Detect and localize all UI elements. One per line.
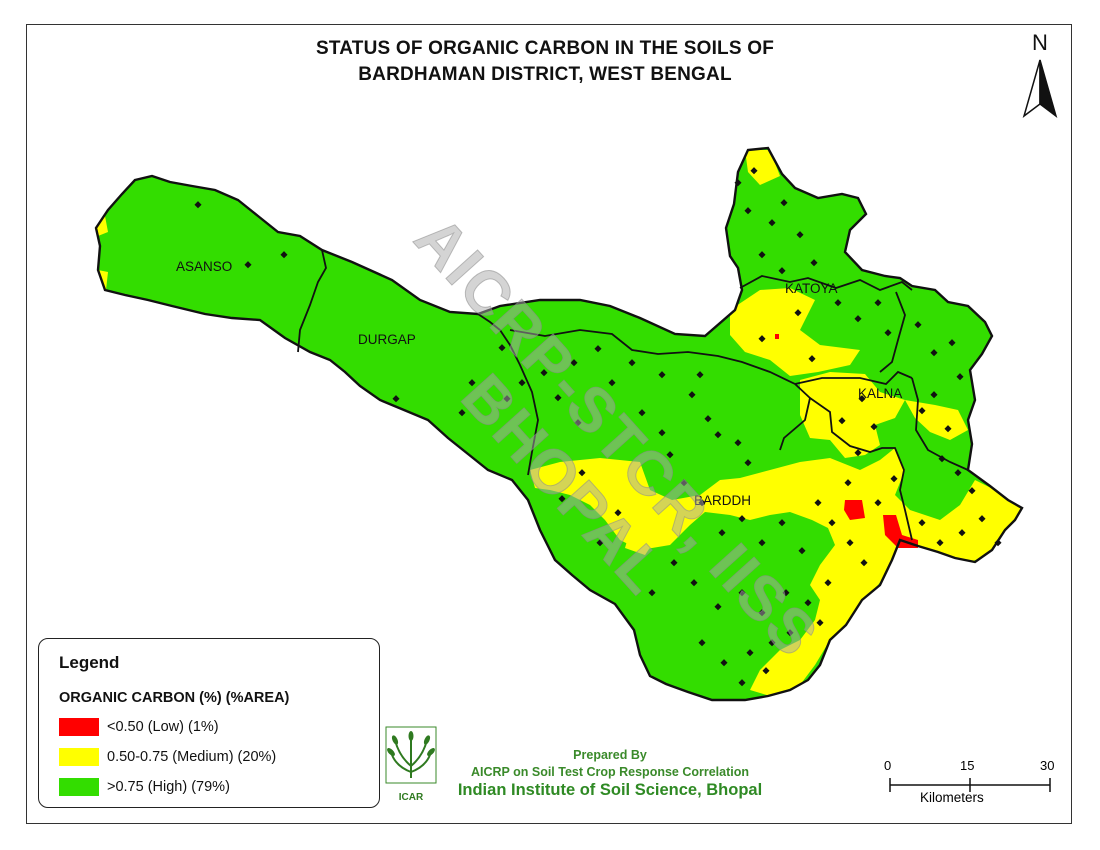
credit-institute: Indian Institute of Soil Science, Bhopal bbox=[457, 781, 763, 799]
legend-subtitle: ORGANIC CARBON (%) (%AREA) bbox=[59, 690, 290, 706]
north-arrow-icon: N bbox=[1016, 30, 1064, 120]
district-label-barddh: BARDDH bbox=[694, 493, 751, 508]
scale-tick-0: 0 bbox=[884, 758, 892, 773]
icar-logo-icon: ICAR bbox=[385, 726, 437, 808]
low-carbon-zones bbox=[775, 334, 918, 548]
legend-swatch-high bbox=[59, 778, 99, 796]
medium-carbon-zones bbox=[96, 150, 1022, 696]
legend-item-low: <0.50 (Low) (1%) bbox=[59, 717, 219, 737]
district-label-kalna: KALNA bbox=[858, 386, 902, 401]
map-frame bbox=[26, 24, 1072, 824]
legend-label-low: <0.50 (Low) (1%) bbox=[107, 719, 219, 735]
scale-bar: 0 15 30 Kilometers bbox=[880, 756, 1060, 816]
scale-unit: Kilometers bbox=[920, 790, 984, 805]
district-label-durgap: DURGAP bbox=[358, 332, 416, 347]
map-title-line-1: STATUS OF ORGANIC CARBON IN THE SOILS OF bbox=[315, 38, 775, 59]
legend-swatch-medium bbox=[59, 748, 99, 766]
north-label: N bbox=[1032, 30, 1048, 55]
credit-block: Prepared By AICRP on Soil Test Crop Resp… bbox=[440, 748, 780, 800]
legend-label-medium: 0.50-0.75 (Medium) (20%) bbox=[107, 749, 277, 765]
legend-label-high: >0.75 (High) (79%) bbox=[107, 779, 230, 795]
icar-logo-text: ICAR bbox=[398, 792, 424, 803]
scale-tick-30: 30 bbox=[1040, 758, 1055, 773]
credit-prepared-by: Prepared By bbox=[573, 748, 647, 762]
district-label-katoya: KATOYA bbox=[785, 281, 838, 296]
scale-tick-15: 15 bbox=[960, 758, 975, 773]
subdivision-boundaries bbox=[297, 249, 969, 541]
legend-item-medium: 0.50-0.75 (Medium) (20%) bbox=[59, 747, 276, 767]
legend-item-high: >0.75 (High) (79%) bbox=[59, 777, 230, 797]
legend: Legend ORGANIC CARBON (%) (%AREA) <0.50 … bbox=[38, 638, 380, 808]
legend-swatch-low bbox=[59, 718, 99, 736]
soil-sample-points bbox=[194, 167, 1002, 687]
district-label-asanso: ASANSO bbox=[176, 259, 232, 274]
legend-title: Legend bbox=[59, 653, 120, 672]
credit-program: AICRP on Soil Test Crop Response Correla… bbox=[470, 765, 750, 779]
map-title-line-2: BARDHAMAN DISTRICT, WEST BENGAL bbox=[358, 64, 732, 85]
